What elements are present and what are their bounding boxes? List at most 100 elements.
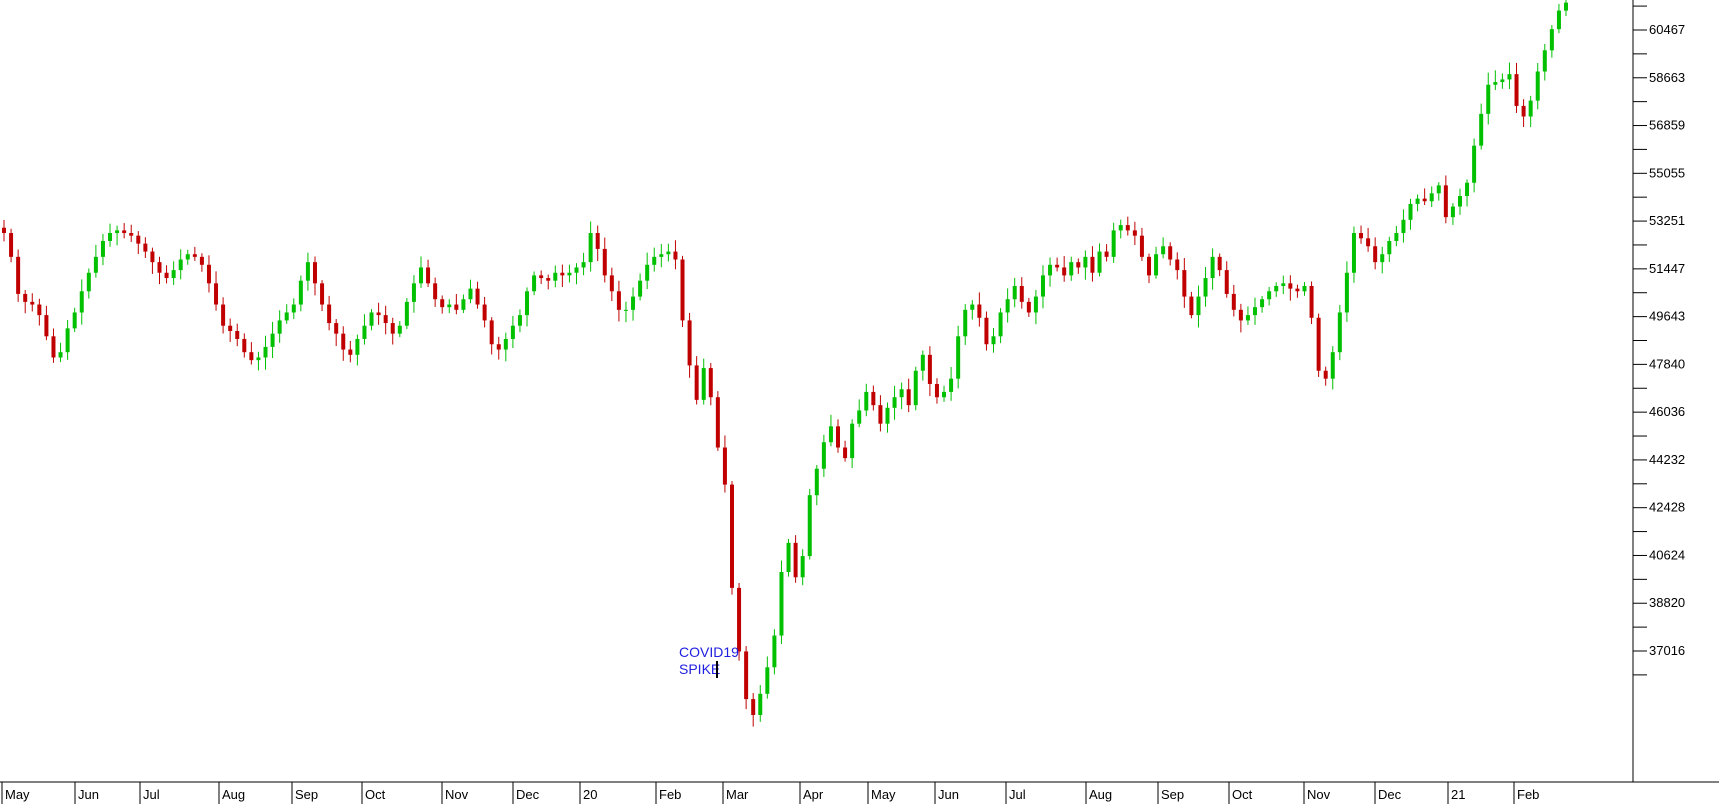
candle-down	[977, 304, 982, 318]
candle-down	[454, 304, 459, 310]
candle-up	[1493, 82, 1498, 85]
x-tick-label: Feb	[1517, 787, 1539, 802]
candle-up	[397, 325, 402, 334]
candle-down	[906, 389, 911, 406]
candle-up	[270, 333, 275, 347]
candle-up	[807, 495, 812, 557]
candle-up	[567, 272, 572, 276]
candle-down	[1090, 256, 1095, 273]
candle-down	[312, 262, 317, 284]
candle-up	[1111, 230, 1116, 257]
y-tick-label: 51447	[1649, 261, 1685, 276]
candle-down	[878, 405, 883, 424]
candle-down	[206, 264, 211, 284]
y-tick-label: 47840	[1649, 356, 1685, 371]
candle-down	[539, 275, 544, 279]
candle-up	[100, 240, 105, 257]
candle-up	[659, 254, 664, 257]
candle-down	[1146, 256, 1151, 276]
y-tick-label: 53251	[1649, 213, 1685, 228]
candle-up	[913, 370, 918, 406]
candle-down	[843, 447, 848, 459]
candle-down	[680, 259, 685, 321]
candle-down	[44, 315, 49, 337]
candle-up	[1069, 262, 1074, 276]
candle-down	[327, 304, 332, 324]
candle-up	[553, 272, 558, 281]
candle-down	[708, 368, 713, 398]
candle-down	[1514, 74, 1519, 106]
candle-up	[1486, 84, 1491, 114]
candle-up	[1210, 256, 1215, 279]
x-tick-label: Sep	[1161, 787, 1184, 802]
candle-down	[715, 397, 720, 448]
candle-up	[1351, 233, 1356, 273]
x-tick-label: Nov	[445, 787, 469, 802]
candle-up	[298, 280, 303, 305]
candle-up	[1380, 254, 1385, 263]
candle-down	[687, 320, 692, 366]
candle-down	[489, 320, 494, 345]
candle-up	[949, 378, 954, 392]
candle-up	[58, 352, 63, 358]
candle-up	[772, 635, 777, 668]
candle-up	[72, 312, 77, 329]
candle-up	[1549, 29, 1554, 51]
candle-down	[1062, 267, 1067, 276]
candle-up	[532, 275, 537, 292]
candle-down	[1521, 105, 1526, 117]
candle-down	[51, 336, 56, 358]
candle-down	[221, 304, 226, 326]
candle-down	[616, 291, 621, 310]
candle-down	[482, 304, 487, 321]
candle-down	[37, 304, 42, 316]
candle-down	[871, 391, 876, 406]
x-tick-label: Apr	[803, 787, 824, 802]
candle-up	[1556, 10, 1561, 30]
candle-up	[510, 325, 515, 339]
candle-up	[1040, 275, 1045, 297]
y-tick-label: 46036	[1649, 404, 1685, 419]
candle-down	[440, 299, 445, 308]
candle-up	[1097, 251, 1102, 273]
y-tick-label: 38820	[1649, 595, 1685, 610]
candle-up	[1535, 71, 1540, 101]
candle-up	[1344, 272, 1349, 313]
candle-up	[991, 336, 996, 345]
candle-up	[447, 304, 452, 308]
candle-down	[23, 293, 28, 302]
candle-down	[390, 323, 395, 334]
candle-down	[383, 315, 388, 324]
candle-up	[178, 259, 183, 271]
candle-up	[1436, 185, 1441, 194]
candle-down	[1309, 285, 1314, 318]
x-tick-label: Aug	[222, 787, 245, 802]
candle-up	[1408, 203, 1413, 220]
candle-down	[376, 312, 381, 316]
x-tick-label: 21	[1451, 787, 1465, 802]
candle-down	[984, 317, 989, 345]
candle-up	[284, 312, 289, 321]
candle-up	[1253, 307, 1258, 316]
candle-up	[1267, 291, 1272, 300]
candle-down	[2, 227, 6, 234]
candle-down	[235, 331, 240, 339]
candle-up	[1429, 193, 1434, 202]
candle-up	[1465, 182, 1470, 196]
candle-up	[355, 338, 360, 355]
candle-up	[468, 288, 473, 300]
candle-up	[503, 338, 508, 350]
candle-up	[638, 280, 643, 297]
candle-down	[320, 283, 325, 305]
candle-down	[1373, 246, 1378, 263]
candle-down	[157, 262, 162, 273]
candle-up	[1330, 352, 1335, 379]
annotation-line-1: COVID19	[679, 644, 739, 660]
candle-down	[1295, 288, 1300, 292]
candle-up	[1564, 2, 1568, 11]
candle-up	[701, 368, 706, 400]
candle-up	[1048, 264, 1053, 276]
candle-down	[836, 426, 841, 448]
x-tick-label: Jul	[1009, 787, 1026, 802]
candle-up	[1012, 285, 1017, 300]
